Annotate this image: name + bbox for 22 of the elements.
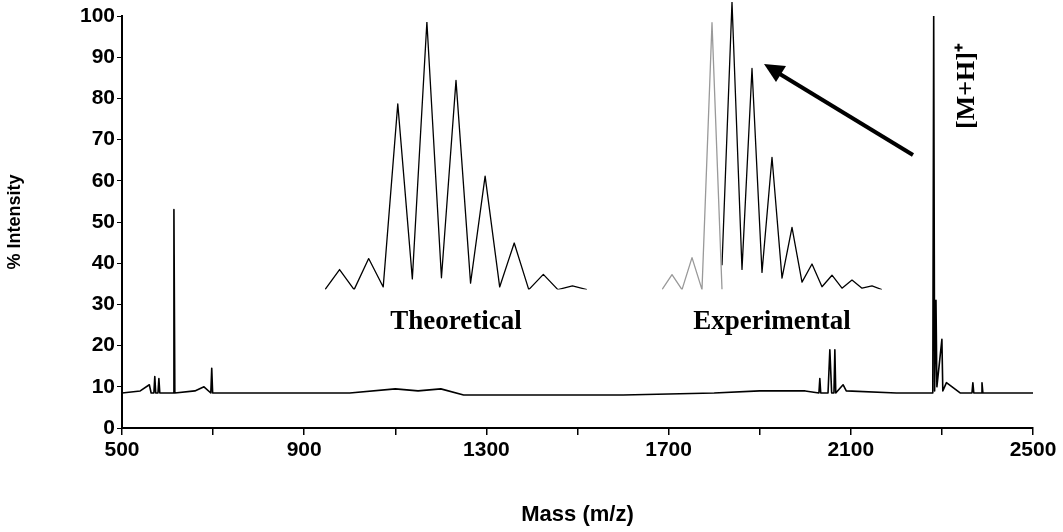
x-tick-label: 2500	[1009, 437, 1057, 461]
y-tick-label: 100	[79, 2, 115, 26]
y-tick-label: 10	[91, 373, 115, 397]
y-tick-label: 20	[91, 332, 115, 356]
y-tick-label: 60	[91, 167, 115, 191]
x-axis-title: Experimental	[693, 304, 852, 335]
y-tick-label: 30	[91, 291, 115, 315]
y-tick-label: 80	[91, 85, 115, 109]
annotation: [M+H]⁺	[951, 43, 981, 129]
y-tick-label: 0	[103, 414, 115, 438]
y-axis-title: % Intensity	[3, 174, 24, 270]
y-tick-label: 90	[91, 44, 115, 67]
x-tick-label: 1300	[463, 437, 510, 461]
y-tick-label: 70	[91, 126, 115, 150]
x-axis-title: Theoretical	[390, 304, 523, 335]
x-tick-label: 500	[104, 437, 140, 461]
x-tick-label: 2100	[827, 437, 875, 461]
x-tick-label: 900	[286, 437, 322, 461]
x-axis-title: Mass (m/z)	[521, 500, 634, 526]
y-tick-label: 40	[91, 250, 115, 273]
y-tick-label: 50	[91, 208, 115, 232]
x-tick-label: 1700	[645, 437, 692, 461]
